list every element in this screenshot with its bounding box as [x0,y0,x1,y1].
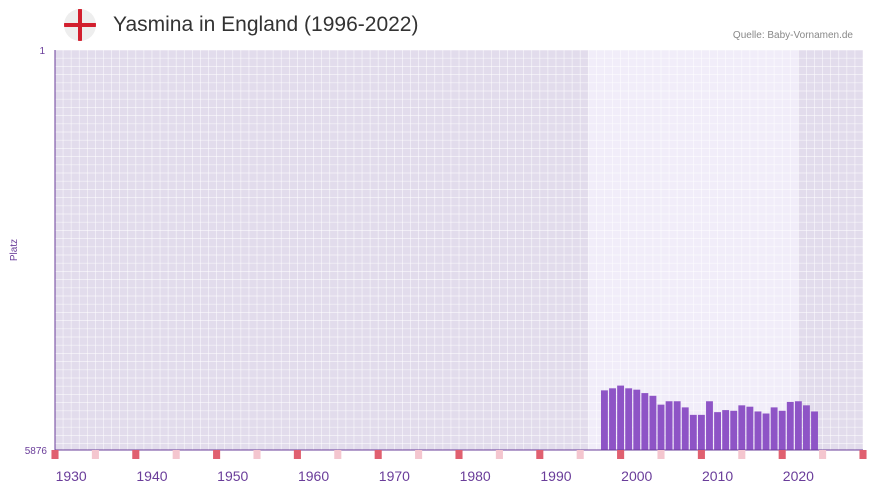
decade-marker [51,450,59,459]
decade-marker [213,450,221,459]
bar-2009 [706,401,713,450]
decade-marker [132,450,140,459]
decade-marker [495,450,503,459]
bar-2000 [633,389,641,450]
decade-marker [859,450,867,459]
decade-marker [738,450,746,459]
x-tick-label: 1990 [540,468,571,484]
decade-marker [819,450,827,459]
bar-2004 [665,401,673,450]
decade-marker [253,450,261,459]
x-tick-label: 1930 [56,468,87,484]
chart-header: Yasmina in England (1996-2022) Quelle: B… [0,0,873,48]
bar-2008 [697,414,705,450]
decade-marker [697,450,705,459]
bar-2021 [803,405,810,450]
bar-2013 [738,405,746,450]
bar-2010 [714,412,721,450]
x-tick-label: 1960 [298,468,329,484]
y-tick-label-top: 1 [39,46,45,57]
decade-marker [455,450,463,459]
bar-2005 [673,401,681,450]
bar-2011 [722,410,730,450]
x-tick-label: 1970 [379,468,410,484]
bar-2020 [794,401,802,450]
decade-marker [172,450,180,459]
bar-2012 [730,410,738,450]
decade-marker [778,450,786,459]
bar-2015 [754,411,762,450]
bar-2002 [649,395,657,450]
decade-marker [334,450,342,459]
y-tick-label-bottom: 5876 [25,446,48,457]
x-tick-label: 1940 [136,468,167,484]
bar-1999 [625,388,633,450]
bar-2022 [811,411,818,450]
x-tick-label: 1980 [460,468,491,484]
decade-marker [91,450,99,459]
source-credit: Quelle: Baby-Vornamen.de [732,30,853,41]
bar-2006 [681,407,689,450]
decade-marker [415,450,423,459]
bar-2014 [746,406,754,450]
bar-2001 [641,393,649,450]
bar-1996 [601,390,608,450]
bar-2017 [770,407,778,450]
bar-1998 [617,385,625,450]
chart-title: Yasmina in England (1996-2022) [113,13,419,36]
decade-marker [536,450,544,459]
y-axis-label: Platz [9,239,20,261]
x-tick-label: 1950 [217,468,248,484]
bar-2003 [657,404,665,450]
decade-marker [293,450,301,459]
bar-1997 [609,388,616,450]
bar-2007 [689,414,697,450]
decade-marker [617,450,625,459]
decade-marker [576,450,584,459]
x-tick-label: 2020 [783,468,814,484]
bar-2019 [786,401,794,450]
x-tick-label: 2010 [702,468,733,484]
x-tick-label: 2000 [621,468,652,484]
decade-marker [374,450,382,459]
decade-marker [657,450,665,459]
england-flag-icon [64,9,96,41]
bar-2016 [762,413,770,450]
bar-2018 [778,410,786,450]
